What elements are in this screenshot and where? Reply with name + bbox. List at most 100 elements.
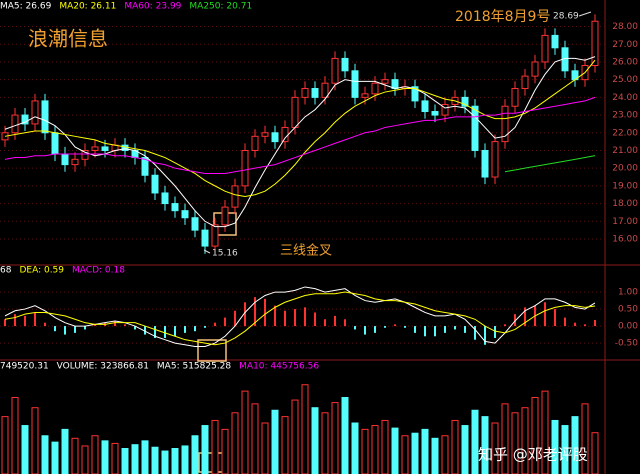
candle-body — [391, 79, 399, 90]
candle-body — [251, 135, 259, 151]
y-tick-label: 20.00 — [612, 164, 638, 174]
candle-body — [71, 158, 79, 166]
legend-entry: DEA: 0.59 — [19, 266, 64, 276]
date-note: 2018年8月9号 — [455, 9, 550, 25]
candle-body — [341, 57, 349, 72]
candle-body — [271, 132, 279, 143]
candle-body — [291, 96, 299, 128]
macd-bar — [424, 326, 426, 337]
y-tick-label: 22.00 — [612, 128, 638, 138]
volume-bar — [361, 428, 369, 474]
candle-body — [11, 114, 19, 134]
macd-bar — [394, 324, 396, 327]
macd-bar — [544, 302, 546, 327]
volume-bar — [541, 390, 549, 474]
volume-bar — [351, 422, 359, 474]
volume-bar — [251, 403, 259, 474]
volume-bar — [391, 427, 399, 474]
volume-bar — [31, 407, 39, 474]
volume-bar — [551, 419, 559, 474]
legend-entry: MA60: 23.99 — [124, 2, 181, 12]
legend-entry: MACD: 0.18 — [72, 266, 125, 276]
macd-bar — [574, 322, 576, 327]
volume-bar — [241, 390, 249, 474]
candle-body — [51, 132, 59, 155]
volume-bar — [431, 437, 439, 474]
volume-bar — [501, 403, 509, 474]
macd-bar — [294, 309, 296, 327]
macd-bar — [594, 319, 596, 327]
volume-bar — [21, 425, 29, 474]
volume-bar — [301, 384, 309, 474]
macd-bar — [474, 326, 476, 340]
volume-bar — [461, 425, 469, 474]
macd-bar — [454, 326, 456, 330]
volume-bar — [131, 444, 139, 474]
macd-bar — [334, 315, 336, 327]
candle-body — [361, 93, 369, 98]
macd-bar — [344, 319, 346, 327]
macd-bar — [94, 324, 96, 327]
macd-bar — [364, 326, 366, 335]
y-tick-label: -0.50 — [615, 339, 639, 349]
volume-bar — [581, 403, 589, 474]
candle-body — [481, 149, 489, 178]
macd-bar — [274, 305, 276, 327]
y-tick-label: 24.00 — [612, 93, 638, 103]
line — [4, 59, 596, 198]
candle-body — [261, 132, 269, 137]
candle-body — [471, 105, 479, 151]
macd-bar — [234, 310, 236, 327]
highlight-box — [197, 339, 227, 362]
volume-bar — [71, 437, 79, 474]
volume-bar — [311, 407, 319, 474]
candle-body — [591, 20, 599, 66]
macd-bar — [444, 326, 446, 333]
volume-bar — [381, 419, 389, 474]
macd-bar — [144, 326, 146, 335]
macd-bar — [164, 326, 166, 338]
volume-bar — [511, 412, 519, 474]
candle-body — [551, 34, 559, 49]
macd-bar — [24, 315, 26, 327]
macd-bar — [524, 307, 526, 327]
volume-bar — [441, 435, 449, 474]
candle-body — [331, 57, 339, 84]
legend-entry: MA10: 445756.56 — [239, 362, 319, 372]
candle-body — [461, 96, 469, 107]
low-label: 15.16 — [212, 249, 238, 259]
volume-bar — [61, 428, 69, 474]
volume-bar — [201, 425, 209, 474]
y-tick-label: 19.00 — [612, 181, 638, 191]
volume-bar — [331, 402, 339, 474]
candle-body — [371, 82, 379, 95]
macd-bar — [494, 326, 496, 338]
macd-bar — [34, 312, 36, 327]
y-tick-label: 27.00 — [612, 40, 638, 50]
y-tick-label: 1.00 — [618, 288, 638, 298]
macd-bar — [194, 326, 196, 332]
candle-body — [491, 141, 499, 178]
volume-bar — [51, 441, 59, 474]
candle-body — [521, 75, 529, 90]
volume-bar — [421, 428, 429, 474]
y-tick-label: 16.00 — [612, 234, 638, 244]
candle-body — [281, 126, 289, 143]
candle-body — [541, 34, 549, 63]
volume-bar — [481, 416, 489, 474]
macd-bar — [184, 326, 186, 333]
line — [4, 286, 596, 347]
label-pointer — [578, 11, 592, 17]
macd-bar — [564, 317, 566, 327]
candle-body — [441, 103, 449, 116]
high-label: 28.69 — [553, 12, 579, 22]
volume-bar — [151, 446, 159, 474]
volume-bar — [111, 442, 119, 474]
candle-body — [221, 206, 229, 226]
candle-body — [121, 144, 129, 151]
macd-bar — [554, 309, 556, 327]
candle-body — [211, 224, 219, 247]
candle-body — [161, 192, 169, 205]
macd-bar — [314, 312, 316, 327]
candle-body — [381, 79, 389, 84]
